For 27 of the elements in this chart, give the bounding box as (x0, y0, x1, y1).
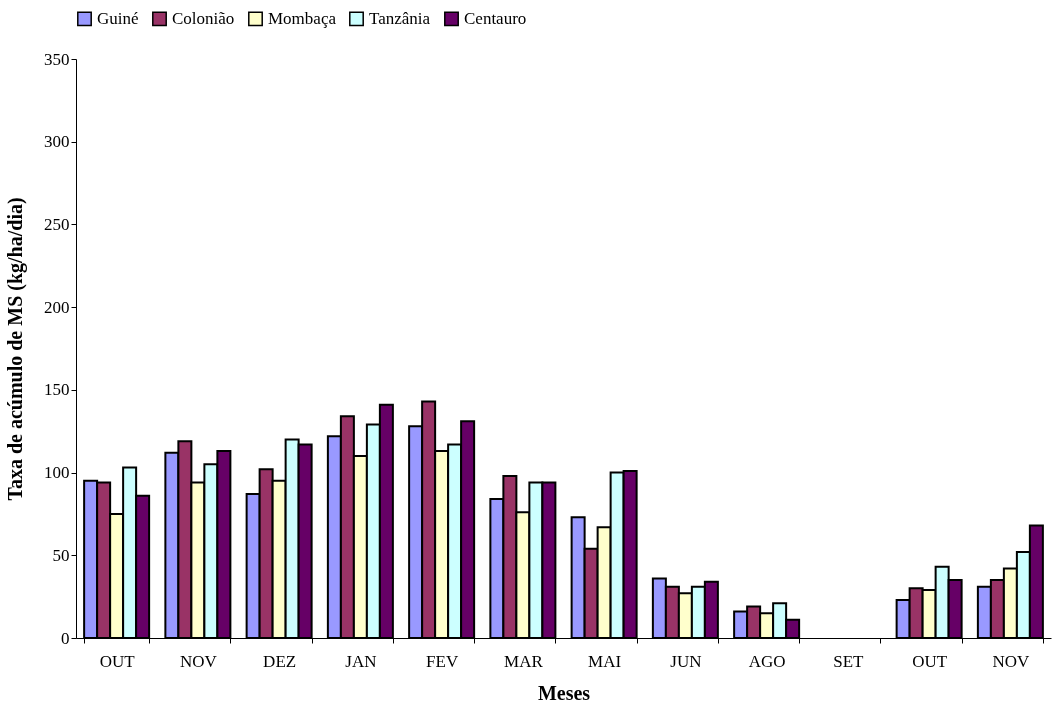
legend-label: Tanzânia (369, 8, 431, 28)
y-tick-label: 100 (44, 463, 70, 483)
x-tick-label: OUT (912, 651, 948, 671)
x-tick-label: AGO (748, 651, 786, 671)
x-axis-title: Meses (537, 681, 591, 704)
x-tick-label: NOV (179, 651, 218, 671)
legend-label: Mombaça (268, 8, 337, 28)
y-axis-title: Taxa de acúmulo de MS (kg/ha/dia) (4, 197, 27, 501)
y-tick-label: 300 (44, 132, 70, 152)
y-tick-label: 150 (44, 380, 70, 400)
x-tick-label: OUT (99, 651, 136, 671)
y-tick-label: 200 (44, 297, 70, 317)
y-tick-label: 50 (52, 545, 70, 565)
legend-label: Centauro (464, 8, 527, 28)
x-tick-label: MAI (588, 651, 622, 671)
x-tick-label: SET (833, 651, 865, 671)
legend-label: Colonião (172, 8, 235, 28)
x-tick-label: JUN (670, 651, 702, 671)
x-tick-label: FEV (426, 651, 459, 671)
x-tick-label: JAN (345, 651, 377, 671)
x-tick-label: MAR (504, 651, 544, 671)
y-tick-label: 0 (61, 628, 70, 648)
legend-label: Guiné (97, 8, 139, 28)
y-tick-label: 350 (44, 49, 70, 69)
x-tick-label: DEZ (263, 651, 297, 671)
x-tick-label: NOV (992, 651, 1031, 671)
y-tick-label: 250 (44, 214, 70, 234)
